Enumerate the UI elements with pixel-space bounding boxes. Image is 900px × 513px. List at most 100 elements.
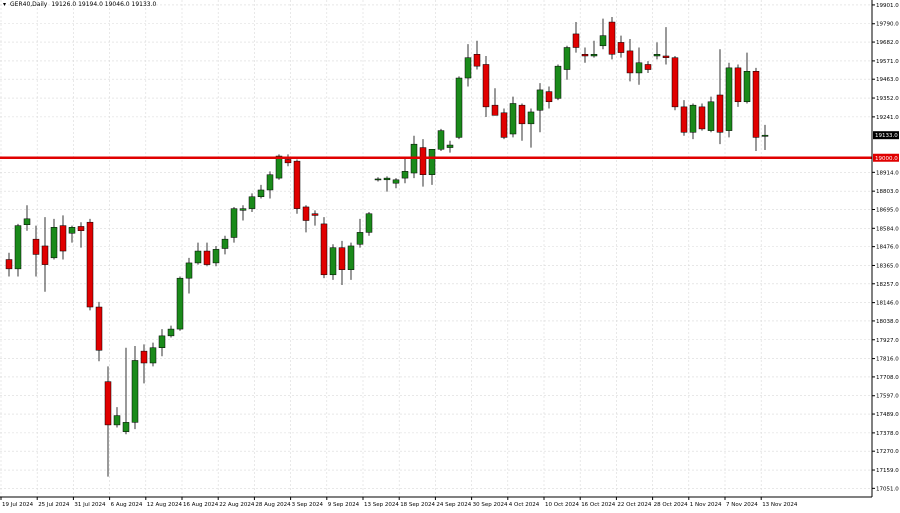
price-tick-label: 18365.0 (876, 263, 899, 269)
chart-header: ▾ GER40,Daily 19126.0 19194.0 19046.0 1913… (3, 1, 160, 8)
candle-bear (320, 223, 328, 276)
candle-bull (158, 335, 166, 348)
candle-bull (446, 144, 454, 148)
candle-bull (401, 171, 409, 179)
candle-bull (392, 179, 400, 184)
candle-bull (212, 249, 220, 264)
level-price-tag (873, 153, 899, 162)
time-tick-label: 22 Aug 2024 (219, 502, 255, 508)
candle-bear (671, 57, 679, 108)
candle-bear (86, 221, 94, 308)
candle-bull (230, 208, 238, 238)
grid (0, 0, 872, 497)
price-tick-label: 18146.0 (876, 301, 899, 307)
level-price-label: 19000.0 (875, 156, 898, 162)
candles (5, 16, 769, 477)
candle-bull (599, 35, 607, 47)
candle-bull (347, 245, 355, 270)
time-tick-label: 7 Nov 2024 (726, 502, 758, 508)
time-tick-label: 19 Jul 2024 (2, 502, 34, 508)
candle-bull (455, 77, 463, 138)
candle-bear (311, 213, 319, 216)
time-tick-label: 12 Aug 2024 (147, 502, 183, 508)
candle-bear (545, 91, 553, 103)
price-tick-label: 18476.0 (876, 245, 899, 251)
price-tick-label: 19571.0 (876, 59, 899, 65)
price-tick-label: 18695.0 (876, 207, 899, 213)
candle-bear (491, 104, 499, 116)
candle-bull (194, 250, 202, 264)
candle-bull (761, 134, 769, 137)
candle-bull (428, 149, 436, 175)
time-tick-label: 16 Aug 2024 (183, 502, 219, 508)
candle-bear (752, 70, 760, 138)
time-tick-label: 1 Nov 2024 (690, 502, 722, 508)
time-axis: 19 Jul 2024 25 Jul 2024 31 Jul 2024 6 Aug 2… (0, 496, 872, 508)
candle-bull (536, 89, 544, 111)
candle-bull (14, 225, 22, 270)
candle-bull (590, 54, 598, 57)
candle-bull (248, 196, 256, 209)
candle-bear (680, 106, 688, 133)
time-tick-label: 6 Aug 2024 (111, 502, 143, 508)
candle-bull (509, 103, 517, 135)
time-tick-label: 28 Oct 2024 (654, 502, 689, 508)
candle-bear (77, 226, 85, 231)
horizontal-level[interactable]: 19000.0 (0, 153, 899, 162)
time-tick-label: 10 Oct 2024 (545, 502, 580, 508)
candle-bull (383, 177, 391, 181)
candle-bear (419, 147, 427, 175)
candle-bull (653, 54, 661, 57)
candle-bear (284, 159, 292, 164)
candle-bear (338, 247, 346, 270)
candle-bull (239, 208, 247, 211)
price-tick-label: 19241.0 (876, 115, 899, 121)
price-tick-label: 19463.0 (876, 77, 899, 83)
candle-bear (140, 350, 148, 364)
time-tick-label: 25 Jul 2024 (38, 502, 70, 508)
candle-bear (203, 250, 211, 265)
ohlc-values: 19126.0 19194.0 19046.0 19133.0 (51, 1, 157, 8)
candle-bull (50, 227, 58, 259)
candle-bull (707, 101, 715, 131)
candle-bull (527, 111, 535, 125)
candle-bear (716, 94, 724, 133)
price-tick-label: 19352.0 (876, 96, 899, 102)
candle-bear (473, 54, 481, 67)
price-tick-label: 17816.0 (876, 357, 899, 363)
candle-bull (113, 415, 121, 426)
candle-bear (581, 54, 589, 57)
dropdown-arrow-icon[interactable]: ▾ (3, 1, 7, 8)
candle-bull (563, 47, 571, 70)
time-tick-label: 18 Sep 2024 (400, 502, 435, 508)
candle-bear (482, 64, 490, 108)
current-price-tag (873, 131, 899, 140)
price-tick-label: 17159.0 (876, 468, 899, 474)
price-tick-label: 17051.0 (876, 486, 899, 492)
candle-bear (104, 381, 112, 426)
candle-bull (554, 65, 562, 99)
candle-bear (518, 104, 526, 125)
candle-bear (734, 67, 742, 103)
candle-bear (302, 206, 310, 221)
candle-bear (698, 106, 706, 130)
candle-bull (743, 70, 751, 103)
candle-bull (275, 155, 283, 179)
time-tick-label: 16 Oct 2024 (581, 502, 616, 508)
price-tick-label: 18803.0 (876, 189, 899, 195)
price-tick-label: 17489.0 (876, 412, 899, 418)
time-tick-label: 13 Nov 2024 (762, 502, 798, 508)
time-tick-label: 13 Sep 2024 (364, 502, 399, 508)
candle-bear (500, 112, 508, 138)
time-tick-label: 24 Sep 2024 (436, 502, 471, 508)
candle-bull (725, 67, 733, 131)
candle-bull (185, 262, 193, 279)
candle-bull (365, 213, 373, 233)
candle-bull (464, 57, 472, 79)
price-tick-label: 17270.0 (876, 449, 899, 455)
time-tick-label: 28 Aug 2024 (255, 502, 291, 508)
candle-bear (617, 42, 625, 53)
price-tick-label: 17708.0 (876, 375, 899, 381)
